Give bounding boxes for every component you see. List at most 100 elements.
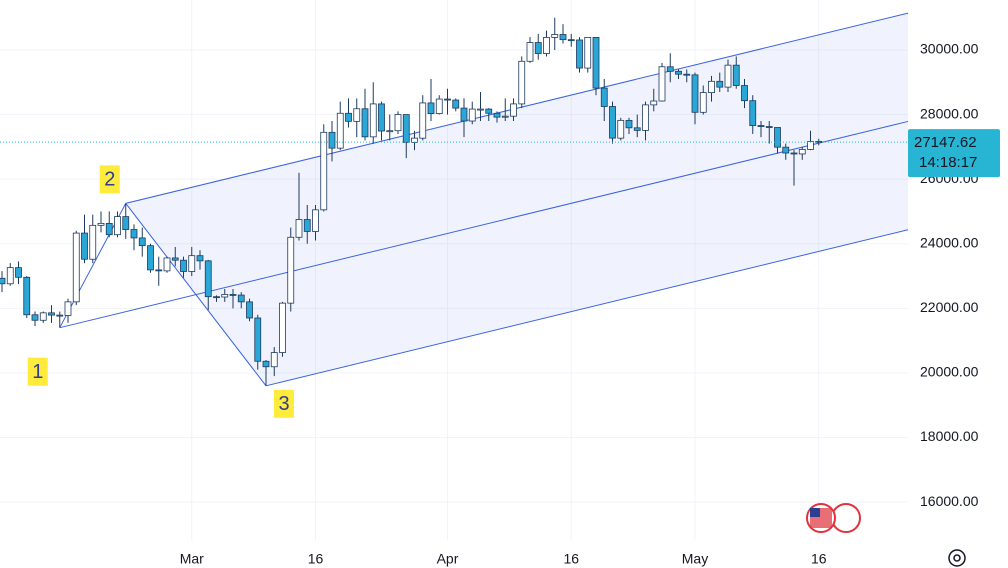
candle-body [477,108,484,111]
candle-body [534,42,542,54]
candle-body [270,352,278,368]
grid [0,0,908,540]
point-label: 1 [32,361,43,383]
candle-body [642,104,649,131]
y-tick-label: 30000.00 [920,41,979,57]
candle-body [584,36,592,69]
candle-body [493,112,501,118]
candle-body [658,66,666,102]
countdown-label: 14:18:17 [919,154,977,171]
candle-body [683,73,691,76]
candle-body [708,80,715,94]
candle-body [774,127,781,148]
candle-body [724,64,732,88]
candle-body [81,232,88,260]
point-label: 3 [278,393,289,415]
candle-body [237,294,245,303]
candle-body [221,294,229,298]
candle-body [213,296,220,299]
gear-center [953,554,961,562]
lower-line [265,229,909,387]
candle-body [229,294,237,296]
candle-body [105,222,113,236]
candle-body [394,114,402,132]
y-tick-label: 18000.00 [920,428,979,444]
candle-body [691,74,699,113]
point-label: 2 [104,169,115,191]
candle-body [114,216,121,236]
candle-body [617,119,625,139]
flag-icons[interactable] [806,503,861,533]
candle-body [559,34,567,41]
settings-icon[interactable] [948,549,966,567]
x-tick-label: Apr [437,551,459,567]
candle-body [64,301,72,316]
candles [0,17,823,386]
candle-body [790,152,798,155]
x-tick-label: 16 [811,551,827,567]
candle-body [147,245,154,271]
candle-body [378,103,385,132]
candle-body [435,98,443,114]
candle-body [650,100,658,106]
candle-body [741,85,748,102]
candle-body [452,99,460,109]
candle-body [196,255,204,262]
point-label-box [274,389,294,418]
last-price-label: 27147.62 [914,134,977,151]
candle-body [312,209,319,232]
candle-body [757,125,765,127]
candle-body [295,219,303,238]
candle-body [526,42,534,62]
candle-body [551,34,559,38]
candle-body [353,108,361,122]
handle-line [125,203,267,387]
candle-body [807,140,814,150]
y-tick-label: 24000.00 [920,234,979,250]
median-line [59,120,909,329]
candle-body [749,100,757,126]
gear[interactable] [948,549,966,567]
point-label-box [27,357,48,386]
candle-body [155,269,163,272]
candle-body [130,229,138,239]
candle-body [138,237,146,247]
candle-body [625,119,633,129]
flag-icon[interactable] [831,503,861,533]
candle-body [576,39,583,69]
candle-body [97,222,105,226]
candle-body [48,312,55,316]
candle-body [254,317,262,362]
candle-body [369,103,377,138]
candle-body [6,267,14,285]
candle-body [345,112,352,122]
candle-body [782,146,790,154]
candle-body [204,260,212,298]
pitchfork-fill [125,13,908,386]
candle-body [72,232,80,303]
candle-body [419,102,427,139]
y-tick-label: 20000.00 [920,364,979,380]
candle-body [262,360,270,368]
candle-body [609,106,616,139]
candle-body [485,108,493,114]
candle-body [89,224,97,260]
candle-body [765,126,773,128]
candle-body [600,87,608,107]
candle-body [386,130,394,133]
candle-body [468,108,476,122]
x-tick-label: Mar [180,551,204,567]
candle-body [732,64,740,86]
candle-body [543,36,550,54]
candle-body [328,131,336,149]
last-price-box [908,129,1000,178]
x-tick-label: 16 [563,551,579,567]
candle-body [518,60,526,105]
candle-body [163,257,171,272]
candle-body [303,219,311,232]
y-tick-label: 28000.00 [920,105,979,121]
candle-body [675,70,682,75]
